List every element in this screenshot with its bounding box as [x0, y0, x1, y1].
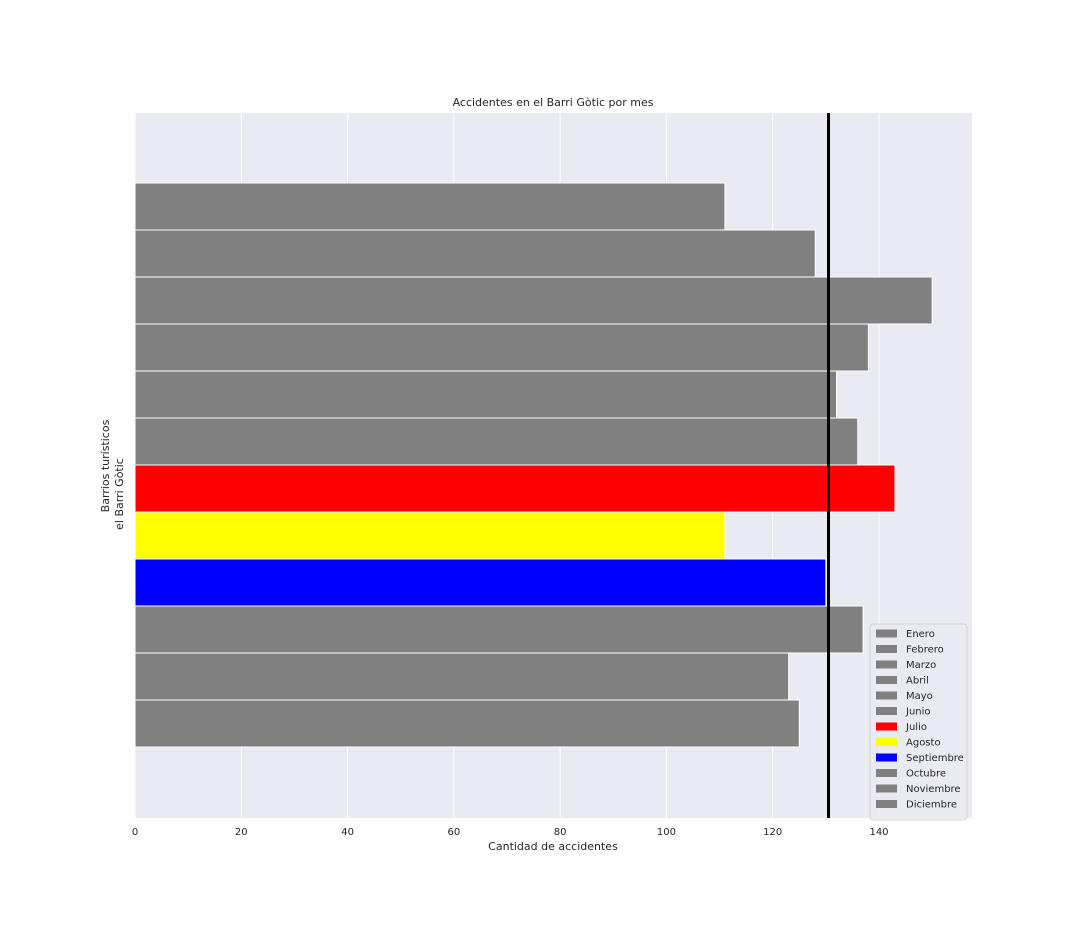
- bars: [134, 182, 933, 748]
- legend-label: Abril: [906, 676, 929, 687]
- x-tick-label: 0: [132, 827, 138, 838]
- bar-febrero: [134, 229, 816, 278]
- y-category-label: el Barri Gòtic: [113, 458, 126, 530]
- x-axis-ticks: 0 20 40 60 80 100 120 140: [132, 827, 889, 838]
- legend-swatch: [876, 691, 897, 700]
- legend-swatch: [876, 784, 897, 793]
- bar-diciembre: [134, 699, 800, 748]
- legend-label: Julio: [905, 722, 927, 733]
- bar-septiembre: [134, 558, 827, 607]
- legend-swatch: [876, 800, 897, 808]
- bar-agosto: [134, 511, 726, 560]
- x-tick-label: 40: [341, 827, 354, 838]
- x-tick-label: 80: [554, 827, 567, 838]
- x-tick-label: 20: [235, 827, 248, 838]
- legend-label: Septiembre: [906, 753, 964, 764]
- bar-octubre: [134, 605, 864, 654]
- x-tick-label: 60: [447, 827, 460, 838]
- bar-mayo: [134, 370, 837, 419]
- bar-abril: [134, 323, 869, 372]
- x-tick-label: 140: [869, 827, 888, 838]
- chart-title: Accidentes en el Barri Gòtic por mes: [453, 96, 654, 109]
- legend-swatch: [876, 645, 897, 653]
- legend-swatch: [876, 660, 897, 669]
- legend-label: Junio: [905, 707, 931, 718]
- legend-swatch: [876, 769, 897, 777]
- legend: Enero Febrero Marzo Abril Mayo Junio Julio Agos…: [869, 623, 968, 821]
- bar-junio: [134, 417, 859, 466]
- x-tick-label: 120: [763, 827, 782, 838]
- legend-label: Diciembre: [906, 800, 957, 811]
- y-axis-label: Barrios turísticos: [99, 419, 112, 512]
- legend-label: Noviembre: [906, 784, 961, 795]
- legend-swatch: [876, 629, 897, 638]
- legend-label: Febrero: [906, 645, 944, 656]
- legend-swatch: [876, 676, 897, 684]
- bar-julio: [134, 464, 896, 513]
- legend-label: Mayo: [906, 691, 933, 702]
- legend-swatch: [876, 753, 897, 762]
- legend-swatch: [876, 707, 897, 715]
- bar-noviembre: [134, 652, 790, 701]
- x-tick-label: 100: [657, 827, 676, 838]
- bar-enero: [134, 182, 726, 231]
- legend-label: Enero: [906, 629, 935, 640]
- legend-label: Agosto: [906, 738, 941, 749]
- x-axis-label: Cantidad de accidentes: [488, 840, 618, 853]
- legend-swatch: [876, 738, 897, 746]
- legend-label: Octubre: [906, 769, 946, 780]
- legend-swatch: [876, 722, 897, 731]
- legend-label: Marzo: [906, 660, 936, 671]
- bar-marzo: [134, 276, 933, 325]
